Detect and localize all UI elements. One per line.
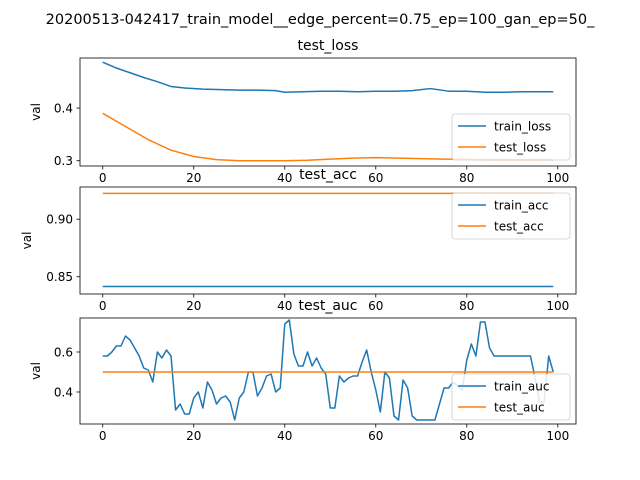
legend: train_loss test_loss [451, 113, 571, 161]
y-tick-label: 0.3 [54, 154, 73, 168]
legend: train_auc test_auc [451, 373, 571, 421]
subplots-container: 0 20 40 60 80 1000.30.4valtest_losstrain_loss… [20, 38, 577, 443]
legend-label: test_auc [494, 401, 545, 415]
subplot-test_auc: 0 20 40 60 80 1000.40.6valtest_auctrain_aucte… [29, 298, 577, 443]
x-tick-label: 20 [186, 171, 201, 185]
subplot-title: test_auc [298, 298, 357, 314]
x-tick-label: 100 [546, 429, 569, 443]
figure-suptitle: 20200513-042417_train_model__edge_percen… [46, 12, 595, 28]
series-line-train_auc [102, 319, 554, 421]
y-tick-label: 0.90 [46, 213, 73, 227]
y-tick-label: 0.6 [54, 345, 73, 359]
axes-frame [79, 57, 577, 167]
x-tick-label: 0 [99, 171, 107, 185]
axes-frame [79, 186, 577, 295]
subplot-title: test_loss [298, 38, 359, 54]
x-tick-label: 80 [459, 299, 474, 313]
y-axis-label: val [20, 232, 34, 250]
x-tick-label: 60 [368, 171, 383, 185]
subplot-test_acc: 0 20 40 60 80 1000.850.90valtest_acctrain_acc… [20, 167, 577, 313]
legend-label: train_loss [494, 120, 551, 134]
subplot-title: test_acc [299, 167, 357, 183]
x-tick-label: 0 [99, 299, 107, 313]
legend: train_acc test_acc [451, 192, 571, 240]
series-line-train_loss [102, 61, 554, 93]
legend-label: test_loss [494, 141, 546, 155]
axes-frame [79, 317, 577, 425]
x-tick-label: 40 [277, 429, 292, 443]
x-tick-label: 60 [368, 299, 383, 313]
x-tick-label: 80 [459, 429, 474, 443]
y-tick-label: 0.4 [54, 385, 73, 399]
x-tick-label: 20 [186, 429, 201, 443]
y-tick-label: 0.4 [54, 101, 73, 115]
y-axis-label: val [29, 103, 43, 121]
x-tick-label: 20 [186, 299, 201, 313]
x-tick-label: 40 [277, 171, 292, 185]
x-tick-label: 0 [99, 429, 107, 443]
x-tick-label: 100 [546, 299, 569, 313]
x-tick-label: 60 [368, 429, 383, 443]
x-tick-label: 100 [546, 171, 569, 185]
y-tick-label: 0.85 [46, 270, 73, 284]
legend-label: train_auc [494, 380, 550, 394]
x-tick-label: 80 [459, 171, 474, 185]
y-axis-label: val [29, 362, 43, 380]
legend-label: train_acc [494, 199, 548, 213]
x-tick-label: 40 [277, 299, 292, 313]
subplot-test_loss: 0 20 40 60 80 1000.30.4valtest_losstrain_loss… [29, 38, 577, 185]
legend-label: test_acc [494, 220, 544, 234]
